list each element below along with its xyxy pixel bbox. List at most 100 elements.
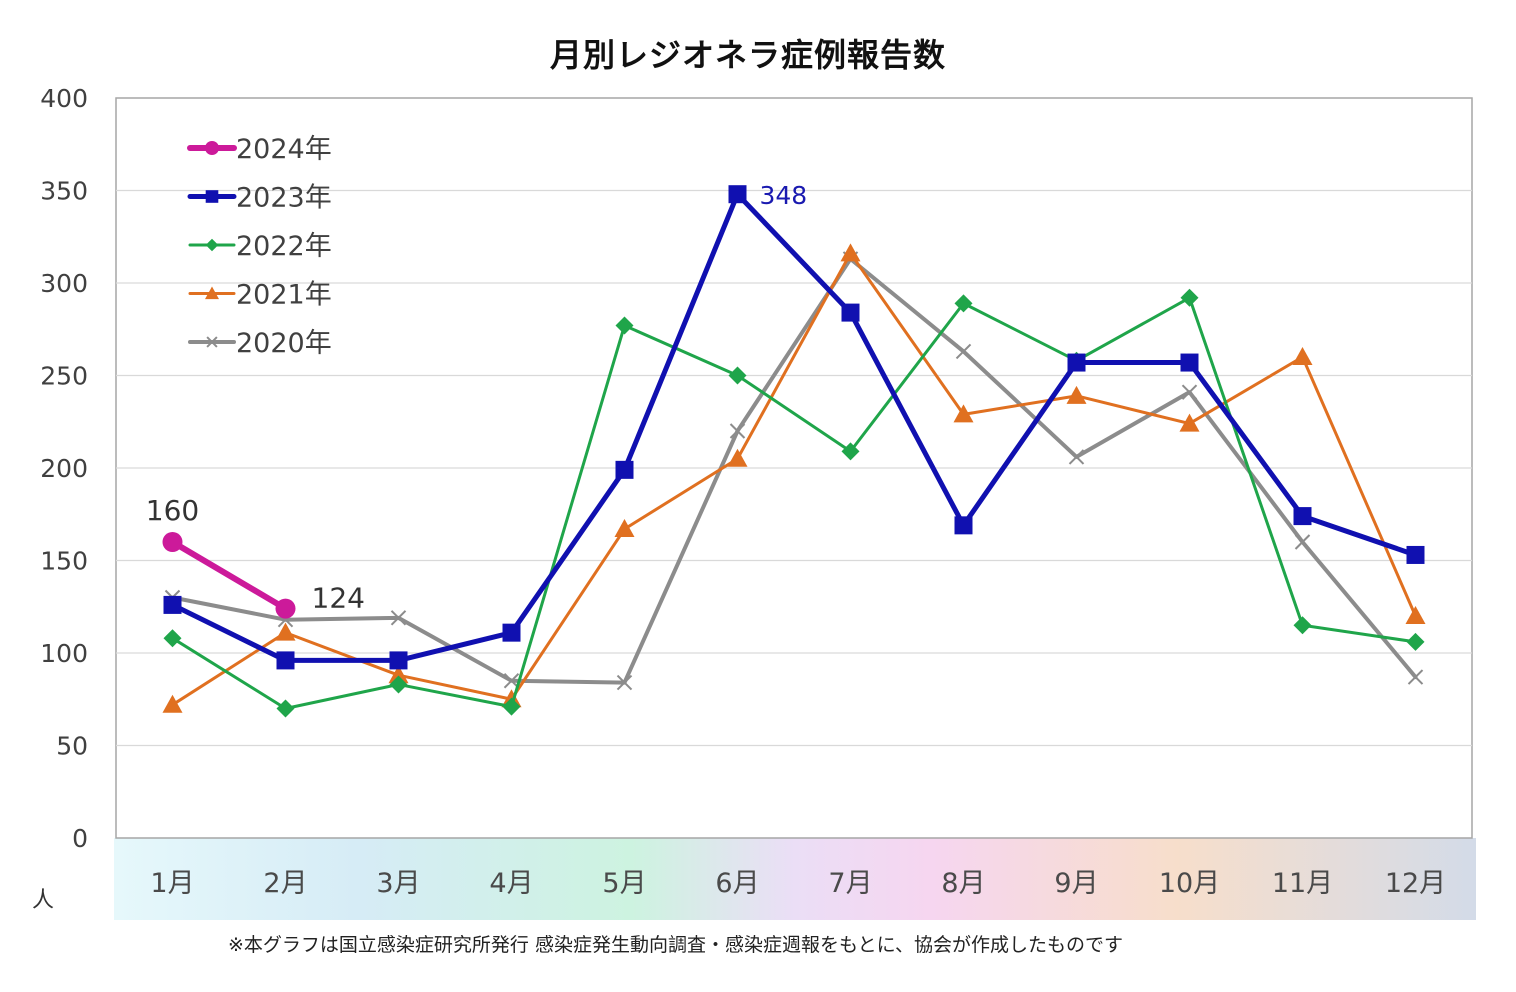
legend-label: 2022年 (236, 231, 332, 262)
y-tick-label: 250 (40, 362, 88, 391)
data-point (728, 366, 747, 385)
data-point (955, 343, 972, 360)
data-label: 160 (146, 494, 199, 527)
legend-label: 2021年 (236, 280, 332, 311)
legend-item: 2024年 (187, 134, 332, 165)
legend-item: 2021年 (188, 280, 332, 311)
series-2020年 (164, 251, 1424, 691)
data-point (162, 532, 183, 552)
data-point (389, 675, 408, 694)
data-point (275, 598, 296, 619)
x-tick-label: 9月 (1054, 868, 1098, 899)
data-point (1067, 353, 1086, 372)
series-line (171, 251, 1417, 707)
data-point (276, 699, 295, 718)
x-tick-label: 7月 (828, 868, 872, 899)
y-tick-label: 350 (40, 177, 88, 206)
data-point (1406, 632, 1425, 651)
y-tick-label: 200 (40, 454, 88, 483)
y-tick-label: 100 (40, 639, 88, 668)
data-point (840, 243, 861, 262)
x-tick-label: 12月 (1385, 868, 1446, 899)
data-point (502, 697, 521, 716)
data-point (614, 519, 635, 538)
y-tick-label: 0 (72, 824, 88, 853)
x-marker-stroke (1407, 669, 1424, 685)
data-point (1293, 616, 1312, 635)
data-point (1405, 606, 1426, 624)
x-tick-label: 3月 (376, 868, 420, 899)
x-marker-stroke (1181, 384, 1198, 400)
data-point (616, 674, 633, 691)
data-point (1407, 669, 1424, 685)
series-line (170, 256, 1418, 685)
data-point (1181, 384, 1198, 400)
data-point (728, 185, 747, 204)
data-point (727, 448, 748, 467)
series-line (170, 191, 1418, 663)
data-point (729, 423, 746, 439)
series-2024年 (162, 532, 296, 619)
x-tick-label: 10月 (1159, 868, 1220, 899)
data-label: 348 (760, 181, 808, 210)
x-marker-stroke (1068, 449, 1085, 465)
data-point (205, 141, 219, 155)
series-lines (162, 185, 1426, 718)
data-point (954, 294, 973, 313)
data-label: 124 (312, 582, 365, 615)
data-point (503, 673, 520, 689)
legend-label: 2024年 (236, 134, 332, 165)
data-point (1068, 449, 1085, 465)
legend-label: 2023年 (236, 183, 332, 214)
data-point (162, 694, 183, 713)
x-marker-stroke (206, 336, 218, 348)
data-point (205, 238, 219, 252)
x-tick-label: 6月 (715, 868, 759, 899)
legend-item: 2020年 (188, 328, 332, 359)
data-point (389, 651, 408, 670)
series-2022年 (163, 288, 1425, 718)
y-tick-label: 150 (40, 547, 88, 576)
y-tick-label: 300 (40, 269, 88, 298)
data-point (163, 629, 182, 648)
x-tick-label: 4月 (489, 868, 533, 899)
data-point (390, 610, 407, 626)
data-point (953, 404, 974, 423)
data-point (841, 303, 860, 322)
x-marker-stroke (729, 423, 746, 439)
data-point (275, 622, 296, 641)
data-point (1294, 534, 1311, 550)
data-point (276, 651, 295, 670)
data-point (841, 442, 860, 461)
series-2021年 (162, 243, 1426, 713)
data-point (615, 316, 634, 335)
data-point (1180, 288, 1199, 307)
data-point (954, 516, 973, 535)
data-point (205, 286, 219, 300)
data-point (1406, 545, 1425, 564)
y-tick-label: 400 (40, 84, 88, 113)
y-tick-label: 50 (56, 732, 88, 761)
x-marker-stroke (503, 673, 520, 689)
data-point (163, 595, 182, 614)
x-tick-label: 2月 (263, 868, 307, 899)
legend-label: 2020年 (236, 328, 332, 359)
data-point (1066, 385, 1087, 404)
data-point (1180, 353, 1199, 372)
data-point (205, 190, 219, 203)
data-point (388, 665, 409, 684)
data-point (1293, 507, 1312, 526)
x-tick-label: 5月 (602, 868, 646, 899)
data-annotations: 160 124 348 (146, 181, 807, 614)
legend-item: 2022年 (188, 231, 332, 262)
legend: 2024年 2023年 2022年 2021年 2020年 (187, 134, 332, 359)
data-point (615, 460, 634, 479)
x-marker-stroke (1294, 534, 1311, 550)
x-tick-label: 11月 (1272, 868, 1333, 899)
y-axis-unit-label: 人 (32, 888, 55, 913)
x-marker-stroke (616, 674, 633, 691)
series-line (169, 539, 289, 612)
x-marker-stroke (955, 343, 972, 360)
x-tick-label: 1月 (150, 868, 194, 899)
